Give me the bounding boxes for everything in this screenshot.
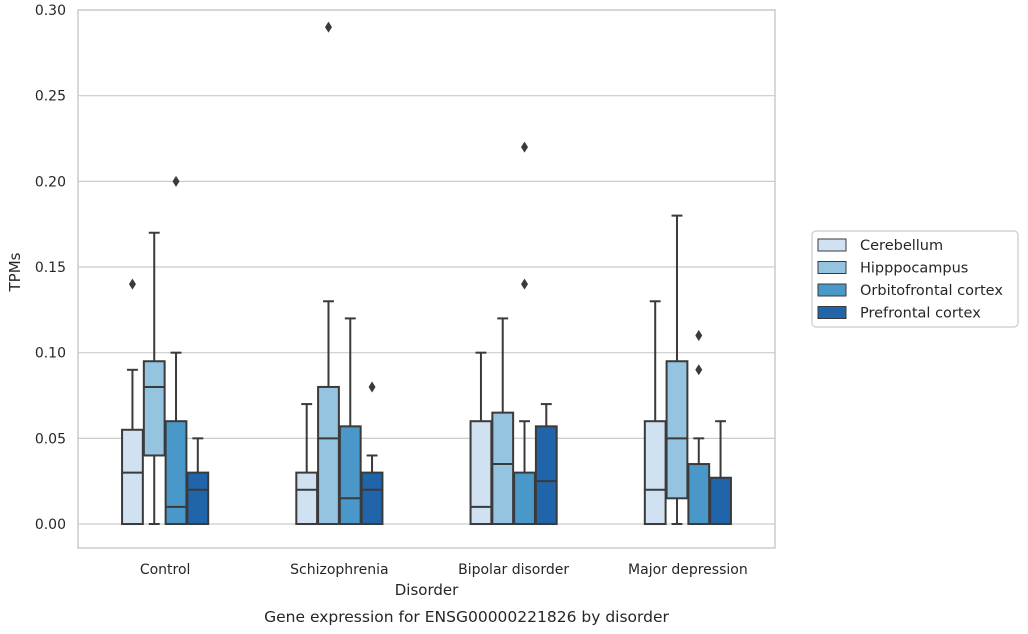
box-body	[513, 471, 536, 526]
box-body	[665, 360, 689, 500]
legend-item: Orbitofrontal cortex	[817, 283, 1003, 299]
outlier-point	[695, 364, 703, 376]
box-cerebellum	[295, 403, 319, 526]
box-hipppocampus	[142, 231, 166, 526]
legend-swatch	[817, 261, 847, 274]
legend-label: Hipppocampus	[860, 261, 968, 277]
legend-swatch	[817, 238, 847, 252]
y-tick-label: 0.30	[35, 3, 66, 19]
outlier-point	[172, 175, 180, 187]
chart-caption: Gene expression for ENSG00000221826 by d…	[264, 608, 669, 626]
box-body	[121, 428, 144, 526]
box-body	[643, 420, 667, 526]
box-cerebellum	[469, 351, 493, 526]
x-tick-label: Bipolar disorder	[458, 562, 569, 578]
box-orbitofrontal-cortex	[513, 141, 536, 526]
legend-label: Prefrontal cortex	[860, 306, 981, 322]
box-body	[709, 476, 732, 526]
box-body	[164, 420, 188, 526]
x-axis-label: Disorder	[395, 581, 459, 599]
y-tick-label: 0.25	[35, 89, 66, 105]
y-tick-label: 0.00	[35, 517, 66, 533]
box-prefrontal-cortex	[186, 437, 210, 526]
x-tick-label: Major depression	[628, 562, 748, 578]
y-tick-label: 0.20	[35, 174, 66, 190]
outlier-point	[128, 278, 136, 290]
x-tick-label: Schizophrenia	[290, 562, 388, 578]
x-tick-label: Control	[140, 562, 191, 578]
outlier-point	[521, 278, 529, 290]
box-hipppocampus	[665, 214, 689, 526]
outlier-point	[521, 141, 529, 153]
box-body	[687, 463, 711, 526]
outlier-point	[324, 21, 332, 33]
box-body	[338, 425, 362, 526]
box-body	[534, 425, 558, 526]
box-prefrontal-cortex	[534, 403, 558, 526]
legend-item: Hipppocampus	[817, 261, 968, 277]
box-prefrontal-cortex	[709, 420, 732, 526]
y-tick-label: 0.15	[35, 260, 66, 276]
box-orbitofrontal-cortex	[338, 317, 362, 526]
box-cerebellum	[121, 278, 144, 526]
box-orbitofrontal-cortex	[687, 330, 711, 526]
x-axis-ticks: Control Schizophrenia Bipolar disorder Majo…	[140, 562, 748, 578]
legend-swatch	[817, 283, 847, 297]
box-body	[360, 471, 384, 526]
box-hipppocampus	[317, 21, 340, 526]
legend-item: Cerebellum	[817, 238, 943, 254]
y-axis-label: TPMs	[6, 252, 24, 292]
box-body	[186, 471, 210, 526]
legend-label: Orbitofrontal cortex	[860, 283, 1003, 299]
y-tick-label: 0.05	[35, 431, 66, 447]
outlier-point	[368, 381, 376, 393]
box-body	[295, 471, 319, 526]
box-cerebellum	[643, 300, 667, 526]
outlier-point	[695, 330, 703, 342]
boxes-layer	[121, 21, 732, 526]
box-body	[491, 411, 515, 526]
plot-frame	[77, 9, 776, 549]
legend-item: Prefrontal cortex	[817, 306, 981, 322]
y-tick-label: 0.10	[35, 346, 66, 362]
box-body	[317, 385, 340, 526]
box-orbitofrontal-cortex	[164, 175, 188, 526]
box-hipppocampus	[491, 317, 515, 526]
box-body	[469, 420, 493, 526]
plot-border	[77, 9, 776, 549]
legend-swatch	[817, 306, 847, 319]
legend-frame	[811, 230, 1019, 328]
legend-label: Cerebellum	[860, 238, 943, 254]
y-axis-ticks: 0.00 0.05 0.10 0.15 0.20 0.25 0.30	[35, 3, 66, 533]
box-body	[142, 360, 166, 457]
box-prefrontal-cortex	[360, 381, 384, 526]
legend: Cerebellum Hipppocampus Orbitofrontal cort…	[811, 230, 1019, 328]
